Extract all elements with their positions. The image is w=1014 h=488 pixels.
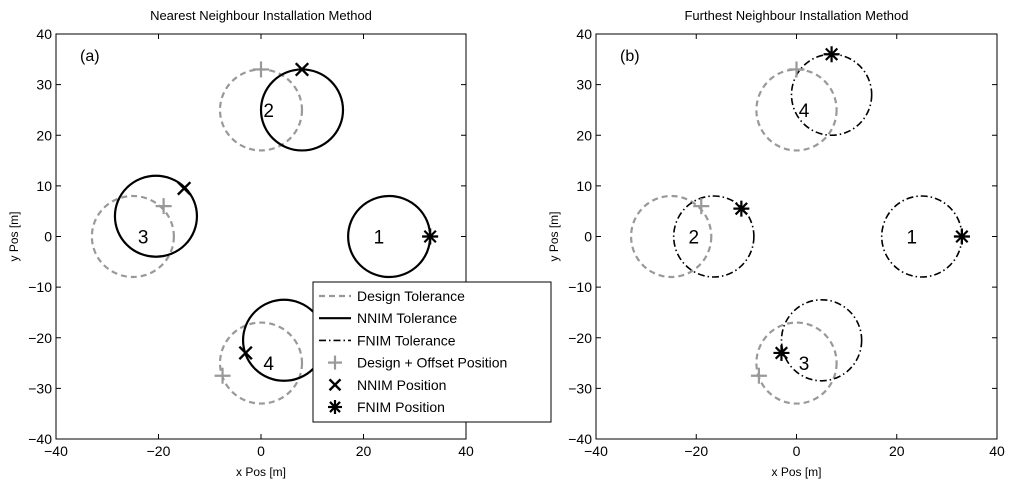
y-tick-label: −20 xyxy=(28,330,52,346)
tolerance-circle xyxy=(780,298,863,382)
legend-item: Design Tolerance xyxy=(319,288,465,304)
y-tick-label: 0 xyxy=(44,229,52,245)
y-tick-label: −10 xyxy=(28,279,52,295)
x-tick-label: −40 xyxy=(44,443,68,459)
panel-label: (a) xyxy=(80,48,100,65)
chart-panel-a: 1 2 3 4 −40 −20 0 20 40 −40 −30 −20 −10 0 10 20 30 40 Near… xyxy=(7,8,552,479)
x-tick-label: 20 xyxy=(889,443,905,459)
plot-contents: 4 2 1 3 xyxy=(629,46,970,405)
y-tick-label: 30 xyxy=(36,77,52,93)
position-marker-plus xyxy=(214,367,231,384)
position-marker-plus xyxy=(693,198,710,215)
x-tick-label: 20 xyxy=(356,443,372,459)
y-tick-label: −30 xyxy=(28,380,52,396)
turbine-label: 1 xyxy=(374,228,385,249)
plot-area xyxy=(596,34,997,439)
y-tick-label: 40 xyxy=(36,26,52,42)
chart-title: Nearest Neighbour Installation Method xyxy=(150,8,372,23)
x-tick-label: 0 xyxy=(257,443,265,459)
tolerance-circle xyxy=(629,194,713,279)
y-tick-label: −30 xyxy=(568,380,592,396)
legend-marker-plus xyxy=(328,355,342,370)
turbine-label: 2 xyxy=(263,101,274,122)
y-tick-label: 10 xyxy=(576,178,592,194)
y-tick-label: 0 xyxy=(584,229,592,245)
legend-label: NNIM Position xyxy=(357,377,446,393)
x-tick-label: 40 xyxy=(989,443,1005,459)
position-marker-plus xyxy=(750,367,767,384)
x-tick-label: −40 xyxy=(584,443,608,459)
x-axis-label: x Pos [m] xyxy=(771,465,821,479)
legend-label: FNIM Tolerance xyxy=(357,332,456,348)
turbine-label: 1 xyxy=(906,228,917,249)
y-tick-label: 30 xyxy=(576,77,592,93)
legend-label: FNIM Position xyxy=(357,399,445,415)
position-marker-star xyxy=(823,46,840,63)
x-tick-label: 40 xyxy=(458,443,474,459)
y-tick-label: −10 xyxy=(568,279,592,295)
x-tick-label: −20 xyxy=(684,443,708,459)
position-marker-cross xyxy=(177,181,192,196)
position-marker-plus xyxy=(788,61,805,78)
chart-title: Furthest Neighbour Installation Method xyxy=(684,8,908,23)
y-tick-label: 20 xyxy=(36,127,52,143)
y-tick-label: −40 xyxy=(568,431,592,447)
turbine-label: 3 xyxy=(799,354,810,375)
legend-label: NNIM Tolerance xyxy=(357,310,457,326)
legend-box xyxy=(312,281,552,423)
y-tick-label: −40 xyxy=(28,431,52,447)
y-tick-label: 10 xyxy=(36,178,52,194)
turbine-label: 4 xyxy=(799,101,810,122)
panel-label: (b) xyxy=(620,48,640,65)
y-axis-label: y Pos [m] xyxy=(547,211,561,261)
position-marker-cross xyxy=(294,62,310,77)
tolerance-circle xyxy=(755,68,838,152)
tolerance-circle xyxy=(113,174,199,258)
legend-item: FNIM Position xyxy=(328,399,445,415)
y-tick-label: −20 xyxy=(568,330,592,346)
tolerance-circle xyxy=(90,194,175,279)
legend-marker-star xyxy=(328,400,342,414)
x-tick-label: −20 xyxy=(147,443,171,459)
turbine-label: 3 xyxy=(138,228,149,249)
y-tick-label: 20 xyxy=(576,127,592,143)
turbine-label: 4 xyxy=(263,354,274,375)
tolerance-circle xyxy=(755,321,838,405)
position-marker-star xyxy=(773,344,790,361)
legend-label: Design + Offset Position xyxy=(357,355,507,371)
legend-item: Design + Offset Position xyxy=(328,355,507,371)
tolerance-circle xyxy=(218,321,304,405)
legend: Design Tolerance NNIM Tolerance FNIM Toler… xyxy=(312,281,552,423)
x-axis-label: x Pos [m] xyxy=(236,465,286,479)
legend-item: NNIM Tolerance xyxy=(319,310,457,326)
y-tick-label: 40 xyxy=(576,26,592,42)
position-marker-cross xyxy=(238,345,253,361)
chart-panel-b: 4 2 1 3 −40 −20 0 20 40 −40 −30 −20 −10 0 10 20 30 40 Furt… xyxy=(547,8,1005,479)
plot-contents: 1 2 3 4 xyxy=(90,61,439,405)
legend-item: FNIM Tolerance xyxy=(319,332,456,348)
y-axis-label: y Pos [m] xyxy=(7,211,21,261)
position-marker-star xyxy=(422,228,439,245)
position-marker-star xyxy=(733,200,750,217)
x-tick-label: 0 xyxy=(793,443,801,459)
tolerance-circle xyxy=(672,195,755,278)
position-marker-plus xyxy=(253,61,269,78)
legend-item: NNIM Position xyxy=(328,377,446,393)
turbine-label: 2 xyxy=(688,228,699,249)
position-marker-star xyxy=(953,228,970,245)
legend-marker-cross xyxy=(328,378,342,392)
legend-label: Design Tolerance xyxy=(357,288,465,304)
position-marker-plus xyxy=(155,198,172,215)
